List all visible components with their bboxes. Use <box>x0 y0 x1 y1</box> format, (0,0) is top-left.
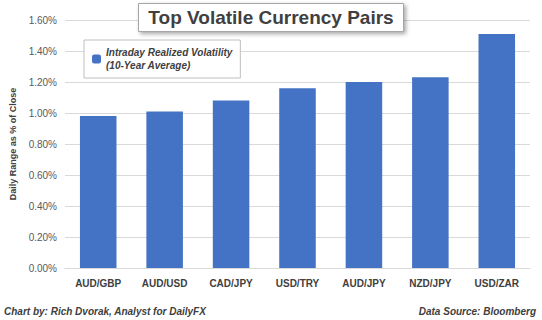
svg-text:Intraday Realized Volatility: Intraday Realized Volatility <box>106 47 233 58</box>
svg-text:0.40%: 0.40% <box>29 201 57 212</box>
svg-text:0.20%: 0.20% <box>29 232 57 243</box>
svg-text:1.60%: 1.60% <box>29 15 57 26</box>
svg-text:AUD/USD: AUD/USD <box>142 278 188 289</box>
svg-text:AUD/JPY: AUD/JPY <box>342 278 386 289</box>
svg-text:Data Source: Bloomberg: Data Source: Bloomberg <box>419 306 536 317</box>
svg-text:1.20%: 1.20% <box>29 77 57 88</box>
svg-text:AUD/GBP: AUD/GBP <box>75 278 121 289</box>
svg-text:(10-Year Average): (10-Year Average) <box>106 60 191 71</box>
svg-text:0.60%: 0.60% <box>29 170 57 181</box>
svg-text:USD/ZAR: USD/ZAR <box>475 278 520 289</box>
svg-text:Top Volatile Currency Pairs: Top Volatile Currency Pairs <box>148 7 393 28</box>
svg-text:0.80%: 0.80% <box>29 139 57 150</box>
svg-text:USD/TRY: USD/TRY <box>276 278 320 289</box>
svg-text:1.40%: 1.40% <box>29 46 57 57</box>
svg-text:1.00%: 1.00% <box>29 108 57 119</box>
svg-text:Daily Range as % of Close: Daily Range as % of Close <box>8 88 18 201</box>
svg-text:Chart by: Rich Dvorak, Analyst: Chart by: Rich Dvorak, Analyst for Daily… <box>4 306 207 317</box>
svg-text:CAD/JPY: CAD/JPY <box>209 278 253 289</box>
svg-text:NZD/JPY: NZD/JPY <box>409 278 452 289</box>
svg-text:0.00%: 0.00% <box>29 263 57 274</box>
